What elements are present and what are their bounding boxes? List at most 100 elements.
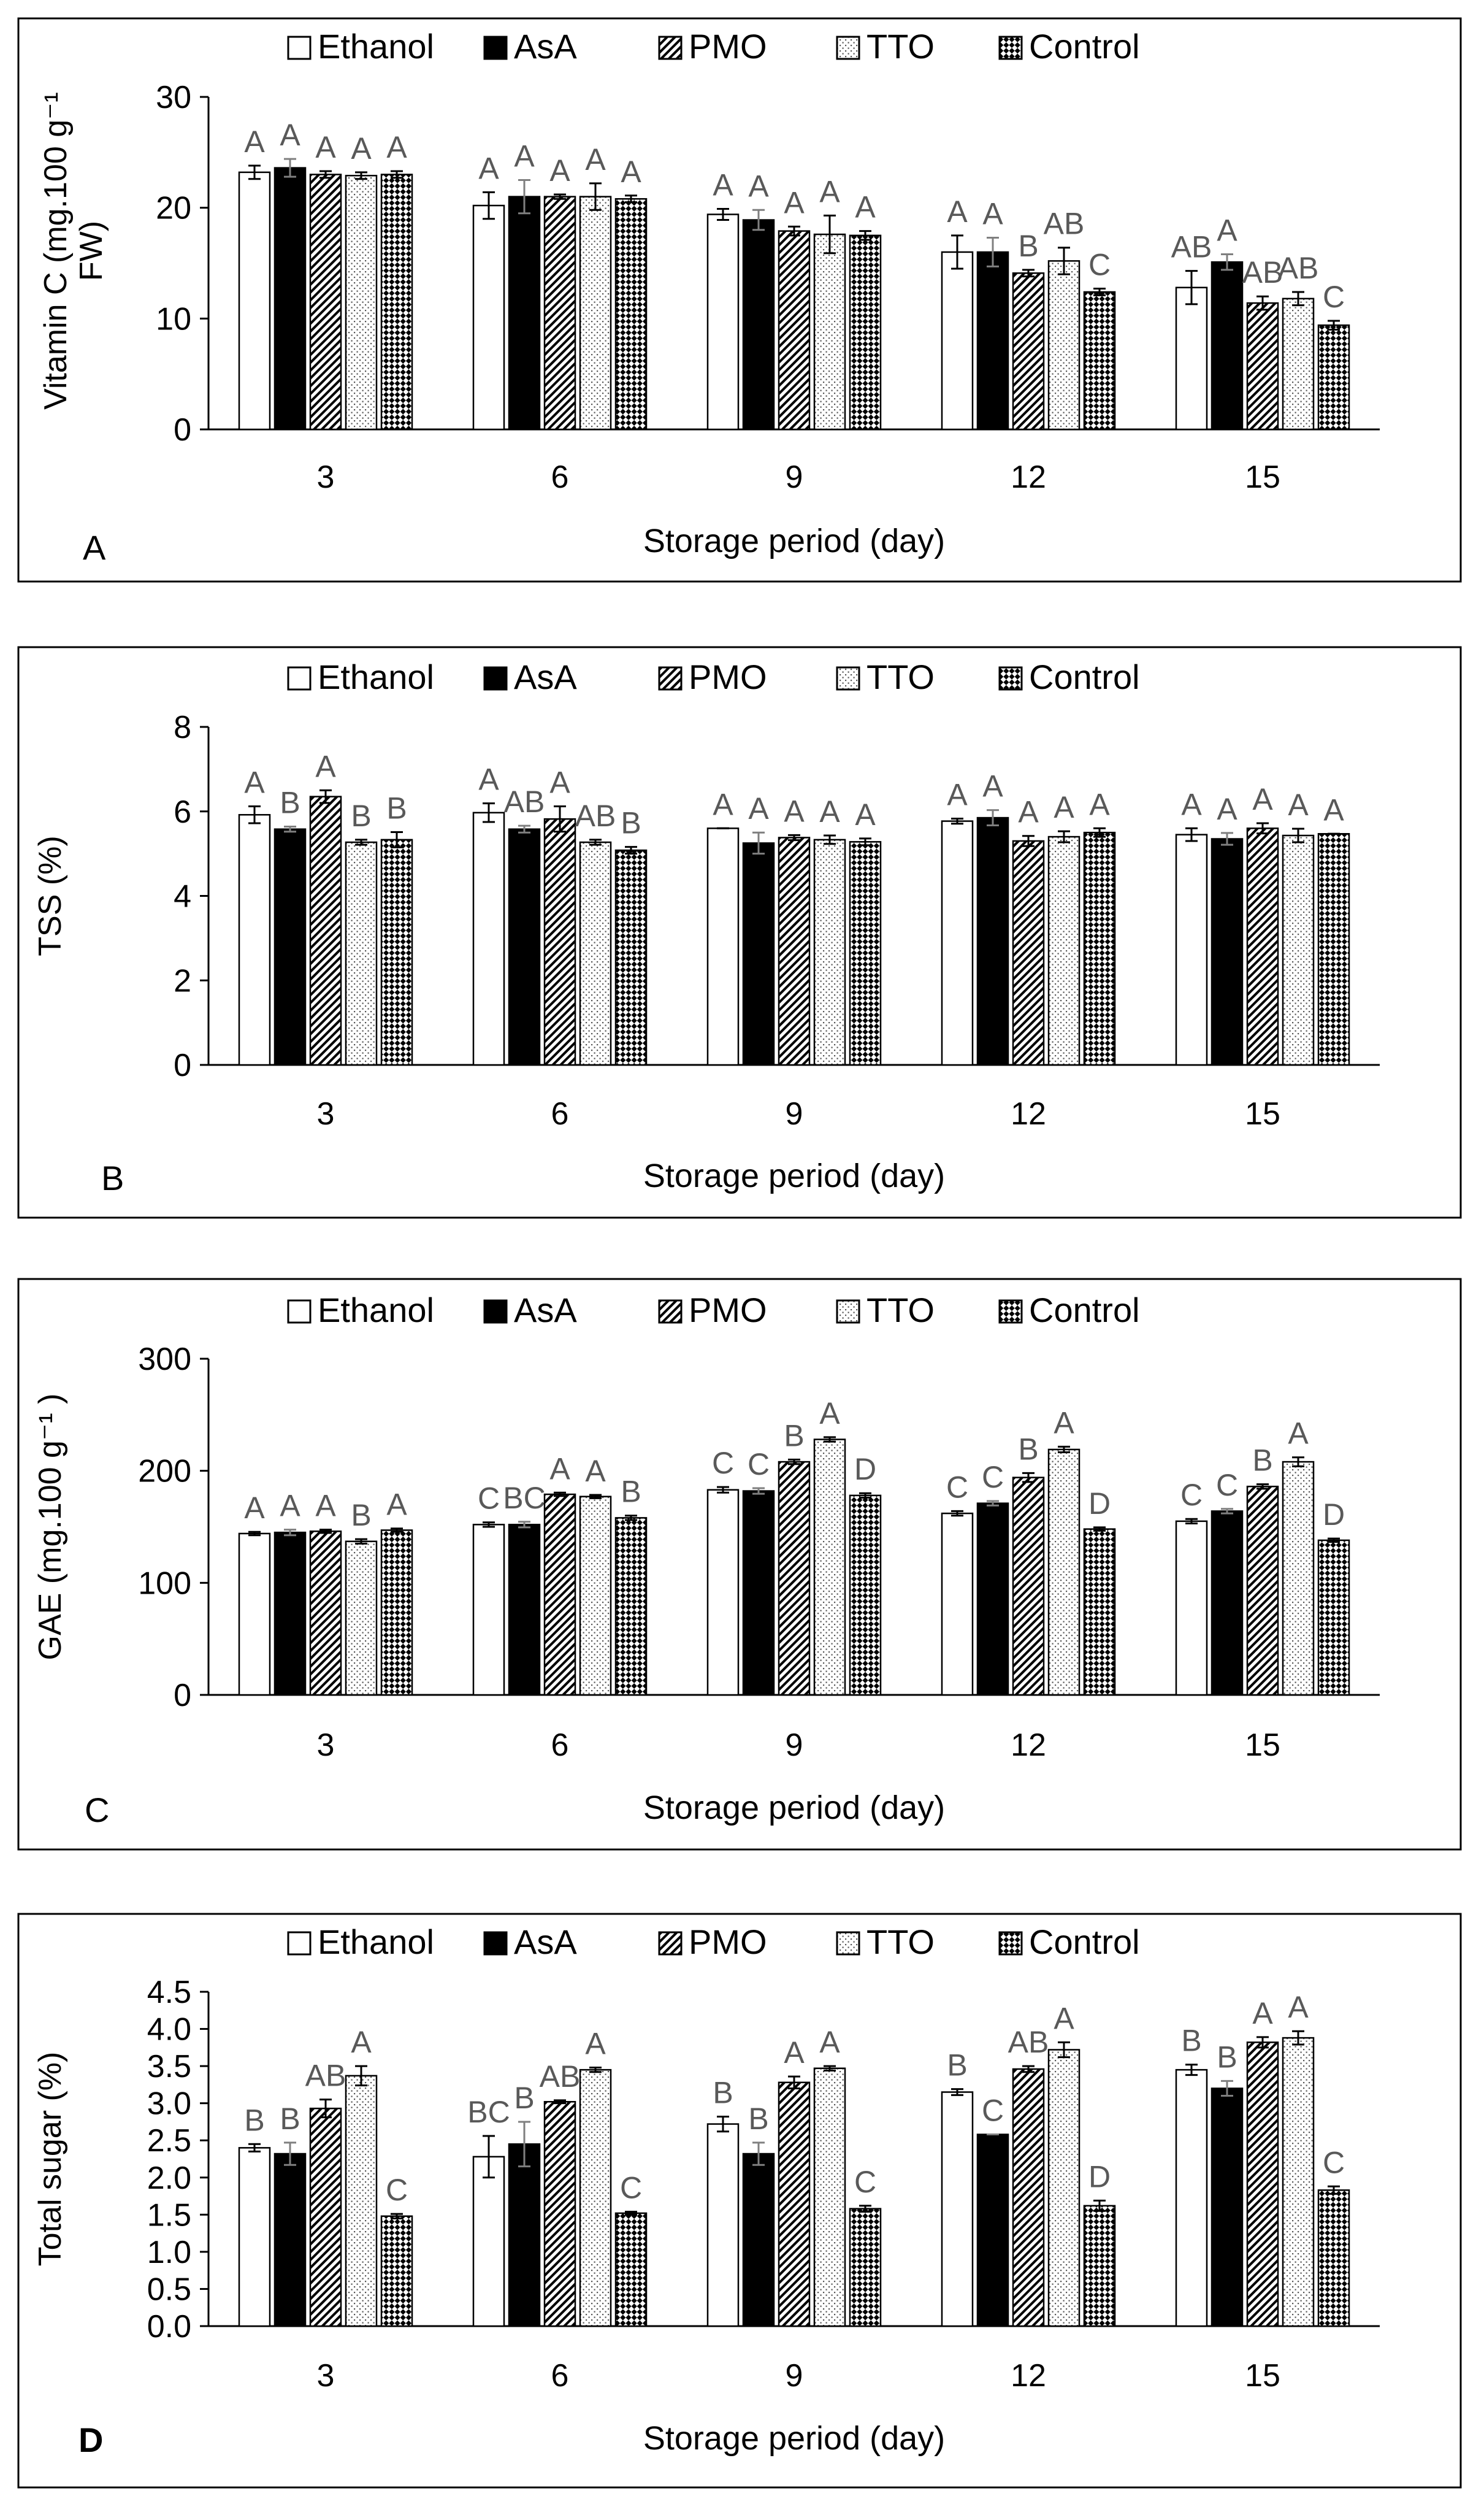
legend-label-ethanol: Ethanol <box>318 1922 434 1961</box>
error-bar-pmo-day-6 <box>554 193 566 200</box>
panel-a-y-tick-label: 0 <box>174 412 191 448</box>
significance-letter: B <box>748 2102 768 2136</box>
panel-d-chart: Ethanol AsA PMO TTO Control 0.00.51.01.52.02.… <box>33 1922 1380 2459</box>
significance-letter: A <box>386 1488 407 1522</box>
legend-label-tto: TTO <box>866 27 935 66</box>
significance-letter: B <box>351 1498 371 1532</box>
significance-letter: A <box>713 167 733 202</box>
bar-asa-day-9 <box>742 219 775 431</box>
panel-c-x-tick-label: 12 <box>1011 1727 1046 1763</box>
significance-letter: B <box>713 2075 733 2110</box>
bar-asa-day-6 <box>508 2143 541 2327</box>
significance-letter: A <box>1217 792 1237 826</box>
bar-control-day-9 <box>849 841 882 1066</box>
legend-item-asa: AsA <box>483 1922 577 1961</box>
legend-swatch-pmo <box>658 1931 683 1956</box>
significance-letter: A <box>549 1451 570 1486</box>
error-bar-pmo-day-9 <box>788 2075 800 2089</box>
panel-d-y-tick-label: 2.0 <box>147 2160 191 2196</box>
error-bar-pmo-day-12 <box>1022 2065 1035 2073</box>
panel-b-label: B <box>101 1159 124 1197</box>
panel-c-x-tick-label: 6 <box>551 1727 569 1763</box>
panel-b-x-tick-label: 9 <box>786 1096 803 1132</box>
bar-asa-day-3 <box>273 2153 307 2327</box>
panel-a-chart: Ethanol AsA PMO TTO Control 0 10 20 30 Vitamin C … <box>38 27 1380 567</box>
panel-a-x-tick-label: 15 <box>1245 459 1280 495</box>
significance-letter: A <box>549 153 570 188</box>
legend-label-tto: TTO <box>866 1291 935 1329</box>
bar-ethanol-day-9 <box>706 213 740 431</box>
significance-letter: B <box>514 2081 534 2115</box>
panel-d-y-tick-label: 3.5 <box>147 2049 191 2084</box>
panel-a-y-tick-label: 20 <box>156 191 191 226</box>
significance-letter: A <box>621 155 641 189</box>
significance-letter: C <box>854 2165 876 2199</box>
panel-c-x-tick-label: 15 <box>1245 1727 1280 1763</box>
error-bar-ethanol-day-12 <box>951 817 963 825</box>
panel-b-y-tick-label: 0 <box>174 1048 191 1083</box>
error-bar-asa-day-6 <box>518 824 530 834</box>
significance-letter: A <box>947 777 968 812</box>
bar-tto-day-15 <box>1282 298 1315 431</box>
panel-d-y-tick-label: 1.0 <box>147 2235 191 2270</box>
bar-pmo-day-3 <box>309 2107 342 2327</box>
error-bar-pmo-day-15 <box>1256 2036 1269 2049</box>
error-bar-tto-day-6 <box>589 1494 602 1499</box>
error-bar-ethanol-day-6 <box>483 2135 495 2179</box>
significance-letter: B <box>1018 229 1038 263</box>
significance-letter: B <box>351 799 371 833</box>
error-bar-tto-day-6 <box>589 2067 602 2073</box>
error-bar-ethanol-day-15 <box>1185 270 1198 305</box>
error-bar-control-day-6 <box>625 846 637 855</box>
error-bar-pmo-day-15 <box>1256 822 1269 835</box>
error-bar-control-day-15 <box>1328 320 1340 331</box>
bar-ethanol-day-3 <box>238 814 271 1066</box>
legend-swatch-tto <box>836 1931 860 1956</box>
bar-control-day-9 <box>849 234 882 431</box>
legend-swatch-ethanol <box>287 1299 312 1324</box>
bar-tto-day-3 <box>345 841 378 1066</box>
panel-a-x-axis-title: Storage period (day) <box>643 523 945 559</box>
significance-letter: C <box>946 1470 968 1504</box>
bar-control-day-9 <box>849 2208 882 2327</box>
bar-asa-day-15 <box>1211 1510 1244 1696</box>
significance-letter: B <box>1217 2040 1237 2074</box>
legend-label-control: Control <box>1029 658 1140 696</box>
bar-pmo-day-3 <box>309 796 342 1066</box>
significance-letter: AB <box>1278 251 1319 285</box>
bar-asa-day-15 <box>1211 838 1244 1066</box>
significance-letter: AB <box>1008 2025 1049 2059</box>
legend-item-control: Control <box>998 658 1140 696</box>
bar-tto-day-12 <box>1047 2049 1080 2327</box>
legend-swatch-pmo <box>658 666 683 691</box>
bar-tto-day-9 <box>813 1438 846 1696</box>
legend-label-control: Control <box>1029 27 1140 66</box>
significance-letter: A <box>1288 788 1309 822</box>
panel-d-x-tick-label: 12 <box>1011 2358 1046 2394</box>
legend-item-tto: TTO <box>836 1922 935 1961</box>
panel-c-y-tick-label: 0 <box>174 1678 191 1713</box>
error-bar-control-day-15 <box>1328 1537 1340 1543</box>
significance-letter: A <box>982 769 1003 804</box>
error-bar-pmo-day-12 <box>1022 835 1035 847</box>
error-bar-control-day-9 <box>859 230 871 241</box>
significance-letter: A <box>1018 795 1039 829</box>
bar-ethanol-day-6 <box>472 2156 505 2327</box>
panel-b-y-tick-label: 6 <box>174 794 191 830</box>
panel-a-x-tick-label: 12 <box>1011 459 1046 495</box>
significance-letter: A <box>1089 787 1110 821</box>
panel-d-y-tick-label: 0.0 <box>147 2309 191 2345</box>
panel-a-x-tick-label: 9 <box>786 459 803 495</box>
bar-tto-day-12 <box>1047 260 1080 431</box>
error-bar-control-day-9 <box>859 2205 871 2213</box>
significance-letter: A <box>585 2027 606 2061</box>
panel-b-x-tick-label: 6 <box>551 1096 569 1132</box>
panel-c-x-axis-title: Storage period (day) <box>643 1789 945 1826</box>
error-bar-tto-day-9 <box>824 1436 836 1443</box>
bar-ethanol-day-15 <box>1175 286 1208 431</box>
significance-letter: A <box>585 1454 606 1488</box>
bar-pmo-day-12 <box>1012 272 1045 431</box>
error-bar-pmo-day-9 <box>788 225 800 237</box>
significance-letter: A <box>478 762 499 797</box>
